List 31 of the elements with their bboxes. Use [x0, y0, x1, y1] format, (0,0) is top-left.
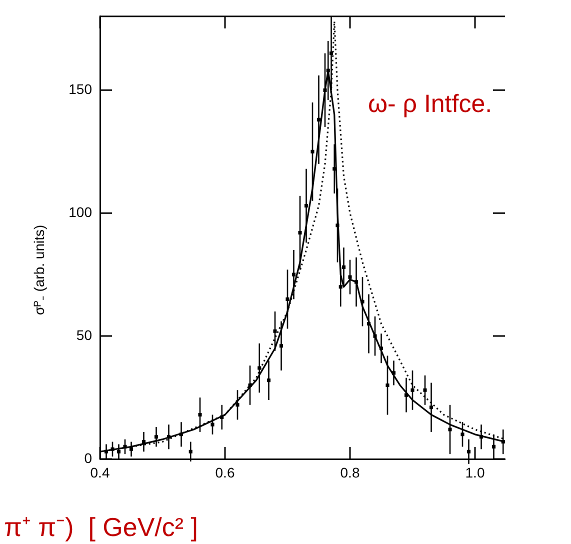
point — [273, 329, 277, 333]
point — [348, 275, 352, 279]
y-tick-label: 150 — [68, 81, 92, 98]
point — [448, 428, 452, 432]
y-tick-label: 0 — [84, 450, 92, 466]
point — [386, 383, 390, 388]
point — [210, 422, 214, 426]
point — [286, 297, 290, 301]
point — [410, 388, 414, 392]
point — [460, 432, 464, 436]
point — [423, 388, 427, 392]
y-tick-label: 100 — [68, 204, 92, 220]
point — [310, 150, 314, 154]
point — [323, 88, 327, 92]
point — [298, 231, 302, 235]
point — [360, 300, 364, 304]
y-axis-title: σᴾ₋ (arb. units) — [31, 224, 47, 316]
point — [198, 412, 202, 417]
x-tick-label: 1.0 — [465, 464, 485, 480]
x-tick-label: 0.6 — [215, 464, 235, 480]
y-tick-label: 50 — [76, 326, 92, 343]
point — [236, 403, 240, 407]
x-tick-label: 0.8 — [340, 464, 360, 480]
point — [373, 334, 377, 338]
point — [336, 224, 340, 228]
x-tick-label: 0.4 — [90, 464, 110, 480]
point — [110, 447, 114, 451]
annotation: ω- ρ Intfce. — [368, 90, 492, 118]
point — [123, 444, 127, 448]
point — [248, 383, 252, 388]
x-axis-title: π⁺ π⁻) [ GeV/c² ] — [4, 512, 198, 542]
